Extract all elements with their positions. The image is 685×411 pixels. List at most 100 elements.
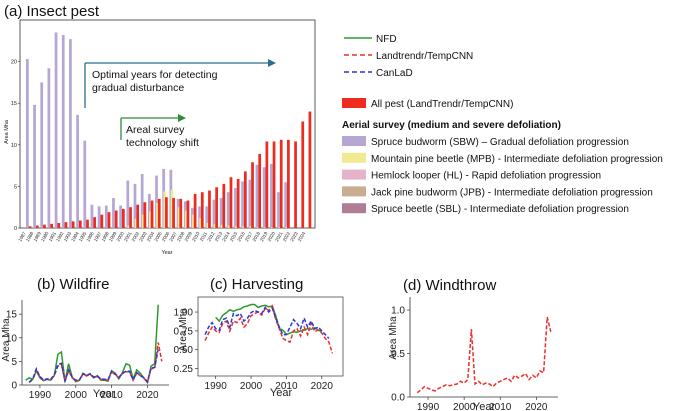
mpb-bar (256, 227, 260, 228)
windthrow-panel-title: (d) Windthrow (403, 277, 497, 294)
sbw-bar (47, 68, 51, 228)
insect-x-tick-label: 1993 (63, 231, 73, 243)
sbw-bar (284, 182, 288, 228)
all-pest-bar (64, 222, 68, 228)
windthrow-panel: (d) Windthrow Area Mha Year 1990 2000 2010… (388, 277, 558, 411)
mpb-bar (156, 203, 159, 228)
insect-x-tick-label: 2007 (168, 231, 178, 243)
mpb-bar (263, 227, 267, 228)
sbw-bar (255, 164, 259, 228)
windthrow-y-tick-label: 1.0 (391, 306, 405, 317)
all-pest-bar (179, 198, 183, 228)
legend-line-label: NFD (376, 34, 397, 45)
insect-x-tick-label: 2023 (289, 231, 299, 243)
windthrow-y-tick-label: 0.5 (391, 349, 405, 360)
sbw-bar (234, 188, 237, 228)
sbw-bar (262, 167, 266, 228)
all-pest-bar (86, 219, 89, 228)
legend-aerial-swatch (342, 169, 366, 180)
windthrow-series-landtrendr-tempcnn (416, 316, 552, 394)
all-pest-bar (122, 208, 125, 228)
mpb-bar (134, 218, 138, 228)
insect-x-tick-label: 1991 (48, 231, 58, 243)
mpb-bar (184, 210, 188, 228)
legend-all-pest-swatch (342, 98, 366, 108)
all-pest-bar (272, 141, 276, 228)
legend-aerial-label: Spruce beetle (SBL) - Intermediate defol… (371, 204, 629, 215)
all-pest-bar (43, 224, 46, 228)
insect-y-tick-label: 15 (11, 101, 17, 107)
all-pest-bar (129, 207, 132, 228)
harvesting-panel-title: (c) Harvesting (210, 276, 303, 293)
insect-x-tick-label: 2021 (274, 231, 284, 243)
optimal-years-annotation: Optimal years for detecting gradual dist… (92, 69, 220, 94)
wildfire-panel-title: (b) Wildfire (37, 276, 110, 293)
insect-x-tick-label: 2005 (153, 231, 163, 243)
legend-aerial-swatch (342, 186, 366, 197)
legend: NFD Landtrendr/TempCNN CanLaD All pest (Lan… (342, 34, 663, 215)
all-pest-bar (229, 177, 233, 228)
insect-x-tick-label: 1987 (17, 231, 27, 243)
all-pest-bar (215, 187, 219, 228)
harvesting-x-axis-label: Year (270, 387, 293, 399)
all-pest-bar (143, 202, 147, 228)
windthrow-x-axis-label: Year (473, 401, 496, 411)
mpb-bar (141, 214, 145, 228)
mpb-bar (127, 225, 131, 228)
all-pest-bar (301, 121, 305, 228)
all-pest-bar (279, 139, 283, 228)
insect-x-tick-label: 2017 (244, 231, 254, 243)
sbw-bar (104, 205, 108, 228)
sbw-bar (26, 59, 29, 228)
sbw-bar (133, 183, 137, 228)
mpb-bar (220, 224, 224, 228)
mpb-bar (170, 189, 174, 228)
insect-x-tick-label: 2014 (221, 231, 231, 243)
insect-y-tick-label: 20 (11, 60, 17, 66)
sbw-bar (277, 192, 280, 228)
legend-all-pest-label: All pest (LandTrendr/TempCNN) (371, 99, 513, 110)
legend-aerial-title: Aerial survey (medium and severe defolia… (342, 120, 561, 131)
all-pest-bar (294, 141, 297, 228)
all-pest-bar (136, 204, 140, 228)
windthrow-x-tick-label: 2010 (489, 402, 512, 411)
insect-x-tick-label: 2010 (191, 231, 201, 243)
insect-x-tick-label: 1994 (70, 231, 80, 243)
legend-aerial-label: Hemlock looper (HL) - Rapid defoliation … (371, 171, 601, 182)
harvesting-x-tick-label: 2010 (275, 381, 298, 392)
mpb-bar (192, 214, 195, 228)
legend-line-label: CanLaD (376, 68, 413, 79)
all-pest-bar (200, 192, 204, 228)
insect-x-tick-label: 1998 (100, 231, 110, 243)
sbw-bar (219, 198, 223, 228)
all-pest-bar (35, 225, 39, 228)
all-pest-bar (193, 193, 197, 228)
all-pest-bar (93, 217, 97, 228)
harvesting-plot-frame (197, 296, 344, 377)
insect-x-tick-label: 2001 (123, 231, 133, 243)
harvesting-panel: (c) Harvesting Area Mha Year 1990 2000 201… (174, 276, 344, 399)
sbw-bar (54, 32, 58, 229)
insect-y-tick-label: 5 (14, 184, 17, 190)
sbw-bar (126, 180, 130, 228)
all-pest-bar (28, 226, 32, 228)
wildfire-series-canlad (28, 349, 159, 384)
all-pest-bar (251, 162, 254, 228)
sbw-bar (140, 173, 144, 228)
insect-x-tick-label: 1995 (78, 231, 88, 243)
areal-survey-arrowhead (178, 114, 186, 122)
legend-aerial-label: Spruce budworm (SBW) – Gradual defoliati… (371, 137, 629, 148)
all-pest-bar (287, 139, 290, 228)
mpb-bar (149, 211, 152, 228)
insect-x-axis-label: Year (161, 250, 172, 256)
sbw-bar (212, 199, 216, 228)
sbw-bar (226, 192, 230, 228)
insect-x-tick-label: 2024 (297, 231, 307, 243)
all-pest-bar (236, 178, 240, 228)
wildfire-y-axis-label: Area Mha (1, 318, 12, 362)
sbw-bar (33, 104, 36, 228)
insect-x-tick-label: 2019 (259, 231, 269, 243)
insect-x-tick-label: 1999 (108, 231, 118, 243)
all-pest-bar (208, 190, 211, 228)
